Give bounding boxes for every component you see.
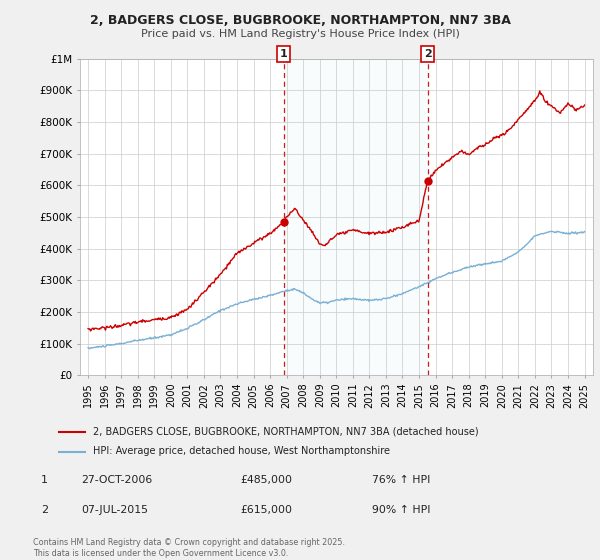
Text: Contains HM Land Registry data © Crown copyright and database right 2025.
This d: Contains HM Land Registry data © Crown c… [33, 538, 345, 558]
Text: Price paid vs. HM Land Registry's House Price Index (HPI): Price paid vs. HM Land Registry's House … [140, 29, 460, 39]
Text: 90% ↑ HPI: 90% ↑ HPI [372, 505, 431, 515]
Text: £615,000: £615,000 [240, 505, 292, 515]
Text: 07-JUL-2015: 07-JUL-2015 [81, 505, 148, 515]
Text: 2: 2 [41, 505, 48, 515]
Bar [284, 59, 428, 375]
Text: 2, BADGERS CLOSE, BUGBROOKE, NORTHAMPTON, NN7 3BA: 2, BADGERS CLOSE, BUGBROOKE, NORTHAMPTON… [89, 14, 511, 27]
Text: 2: 2 [424, 49, 431, 59]
Text: HPI: Average price, detached house, West Northamptonshire: HPI: Average price, detached house, West… [93, 446, 390, 456]
Text: 1: 1 [280, 49, 288, 59]
Text: 2, BADGERS CLOSE, BUGBROOKE, NORTHAMPTON, NN7 3BA (detached house): 2, BADGERS CLOSE, BUGBROOKE, NORTHAMPTON… [93, 427, 479, 437]
Text: 27-OCT-2006: 27-OCT-2006 [81, 475, 152, 485]
Text: 76% ↑ HPI: 76% ↑ HPI [372, 475, 430, 485]
Text: 1: 1 [41, 475, 48, 485]
Text: £485,000: £485,000 [240, 475, 292, 485]
